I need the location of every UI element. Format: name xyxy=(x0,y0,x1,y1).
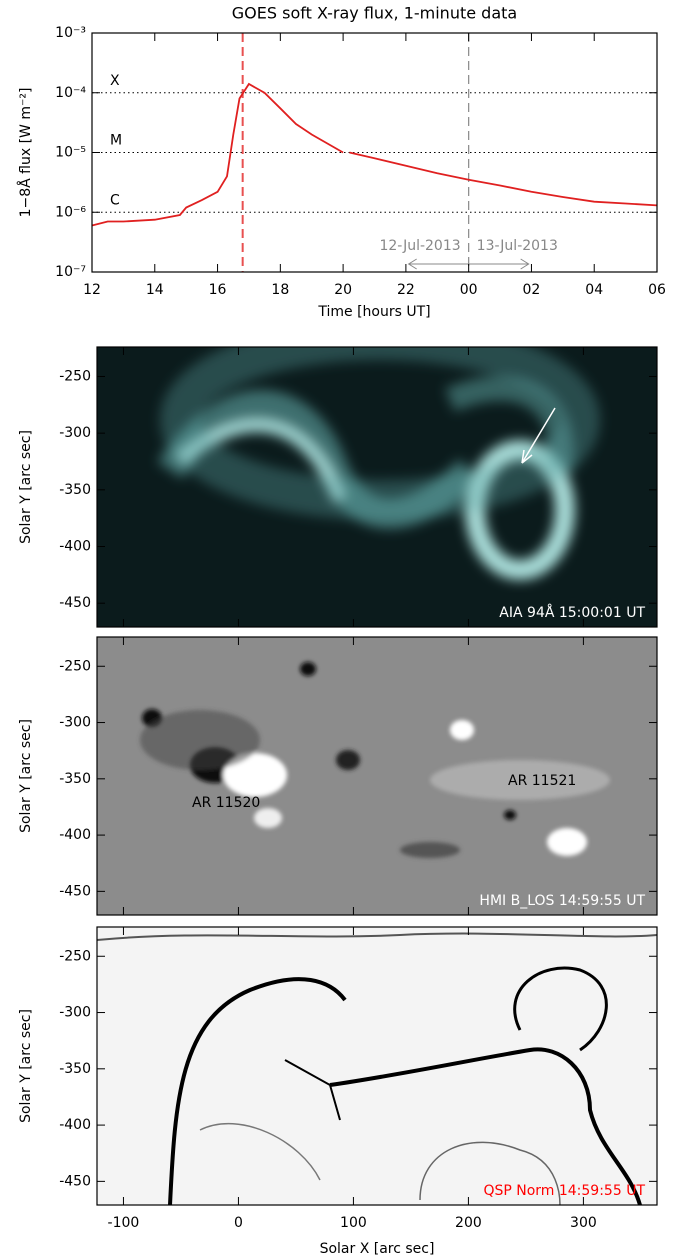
x-tick-label: 22 xyxy=(397,282,415,298)
x-tick-label: 0 xyxy=(234,1215,243,1231)
date-label: 13-Jul-2013 xyxy=(477,238,558,254)
x-tick-label: 06 xyxy=(648,282,666,298)
x-tick-label: 20 xyxy=(334,282,352,298)
y-tick-label: -350 xyxy=(59,1061,91,1077)
x-tick-label: 14 xyxy=(146,282,164,298)
level-label: M xyxy=(110,133,122,149)
y-tick-label: 10⁻⁵ xyxy=(55,145,86,161)
y-axis-label: Solar Y [arc sec] xyxy=(18,719,34,833)
y-tick-label: -450 xyxy=(59,595,91,611)
x-tick-label: 100 xyxy=(340,1215,367,1231)
region-label: AR 11521 xyxy=(508,773,576,789)
y-tick-label: 10⁻³ xyxy=(55,25,86,41)
x-axis-label: Solar X [arc sec] xyxy=(320,1241,435,1257)
plot-frame xyxy=(92,33,657,272)
date-label: 12-Jul-2013 xyxy=(379,238,460,254)
x-tick-label: 12 xyxy=(83,282,101,298)
x-tick-label: 00 xyxy=(460,282,478,298)
y-tick-label: -400 xyxy=(59,1117,91,1133)
y-tick-label: -450 xyxy=(59,883,91,899)
x-tick-label: 200 xyxy=(455,1215,482,1231)
y-tick-label: -300 xyxy=(59,715,91,731)
flux-line xyxy=(92,84,657,226)
x-axis-label: Time [hours UT] xyxy=(317,304,430,320)
qsp-image xyxy=(97,927,657,1205)
x-tick-label: 16 xyxy=(209,282,227,298)
x-tick-label: 04 xyxy=(585,282,603,298)
x-tick-label: -100 xyxy=(108,1215,140,1231)
y-tick-label: -250 xyxy=(59,948,91,964)
y-tick-label: -350 xyxy=(59,771,91,787)
image-label: HMI B_LOS 14:59:55 UT xyxy=(479,893,645,909)
figure: GOES soft X-ray flux, 1-minute data X M C 12… xyxy=(0,0,690,1259)
region-label: AR 11520 xyxy=(192,795,260,811)
y-tick-label: -400 xyxy=(59,827,91,843)
y-axis-label: Solar Y [arc sec] xyxy=(18,1009,34,1123)
aia-image xyxy=(97,340,657,627)
x-tick-label: 02 xyxy=(523,282,541,298)
y-axis-label: 1−8Å flux [W m⁻²] xyxy=(17,88,34,218)
chart-title: GOES soft X-ray flux, 1-minute data xyxy=(232,4,517,23)
x-tick-label: 300 xyxy=(570,1215,597,1231)
y-tick-label: -400 xyxy=(59,539,91,555)
image-label: AIA 94Å 15:00:01 UT xyxy=(499,604,645,621)
y-tick-label: -250 xyxy=(59,368,91,384)
y-tick-label: -250 xyxy=(59,658,91,674)
x-tick-label: 18 xyxy=(271,282,289,298)
y-tick-label: 10⁻⁴ xyxy=(55,85,86,101)
y-tick-label: 10⁻⁷ xyxy=(55,264,86,280)
y-axis-label: Solar Y [arc sec] xyxy=(18,430,34,544)
level-label: C xyxy=(110,192,120,208)
level-label: X xyxy=(110,73,120,89)
y-tick-label: -350 xyxy=(59,482,91,498)
y-tick-label: -300 xyxy=(59,425,91,441)
y-tick-label: -450 xyxy=(59,1173,91,1189)
y-tick-label: 10⁻⁶ xyxy=(55,204,86,220)
y-tick-label: -300 xyxy=(59,1005,91,1021)
image-label: QSP Norm 14:59:55 UT xyxy=(483,1183,645,1199)
